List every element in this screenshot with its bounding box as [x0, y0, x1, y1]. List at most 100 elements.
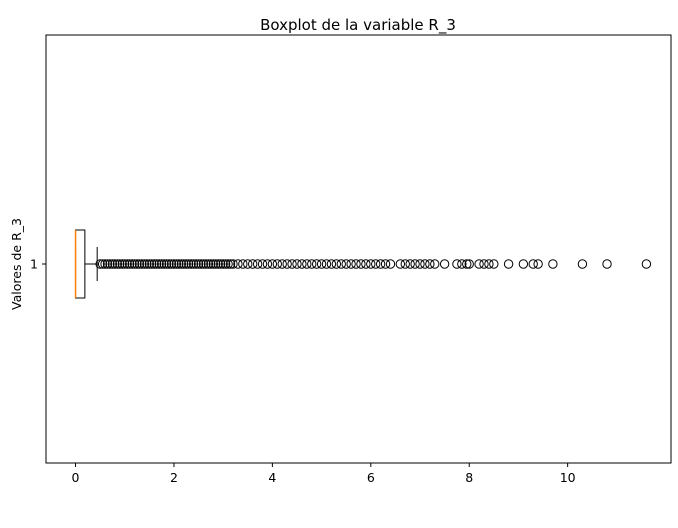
outlier-point	[252, 259, 263, 269]
y-axis-label: Valores de R_3	[9, 218, 24, 310]
x-tick-label: 0	[72, 470, 80, 485]
outlier-point	[316, 259, 327, 269]
outlier-point	[129, 259, 140, 269]
outlier-point	[533, 259, 543, 269]
outlier-point	[425, 259, 435, 269]
x-axis-ticks: 0 2 4 6 8 10	[72, 463, 576, 485]
x-tick-label: 2	[170, 470, 178, 485]
outlier-point	[430, 259, 440, 269]
outlier-point	[124, 259, 135, 269]
outlier-point	[144, 259, 155, 269]
plot-area	[74, 229, 652, 299]
outlier-point	[484, 259, 494, 269]
outlier-point	[474, 259, 484, 269]
x-tick-label: 6	[367, 470, 375, 485]
outlier-point	[577, 259, 588, 269]
outlier-point	[216, 259, 226, 269]
outlier-point	[127, 259, 137, 269]
outlier-point	[169, 259, 179, 269]
outlier-point	[184, 259, 194, 269]
outlier-point	[95, 259, 105, 269]
outlier-point	[326, 259, 337, 269]
outlier-point	[107, 259, 118, 269]
x-tick-label: 8	[465, 470, 473, 485]
outlier-point	[105, 259, 115, 269]
outlier-point	[213, 259, 223, 269]
outlier-point	[161, 259, 172, 269]
outlier-point	[321, 259, 332, 269]
outlier-point	[220, 259, 231, 269]
outlier-point	[489, 259, 499, 269]
outlier-point	[287, 259, 297, 269]
outlier-point	[203, 259, 214, 269]
outlier-point	[102, 259, 113, 269]
outlier-point	[137, 259, 147, 269]
outlier-point	[292, 259, 302, 269]
outlier-point	[361, 259, 371, 269]
outlier-point	[139, 259, 150, 269]
outlier-point	[452, 259, 462, 269]
outlier-point	[371, 259, 381, 269]
outlier-point	[395, 259, 406, 269]
outlier-point	[100, 259, 110, 269]
outlier-point	[410, 259, 420, 269]
outlier-point	[122, 259, 132, 269]
outlier-point	[548, 259, 558, 269]
outlier-point	[457, 259, 467, 269]
outlier-point	[164, 259, 174, 269]
outlier-point	[272, 259, 282, 269]
outlier-point	[198, 259, 209, 269]
outlier-point	[159, 259, 169, 269]
outlier-point	[134, 259, 145, 269]
outlier-point	[152, 259, 162, 269]
outlier-point	[380, 259, 391, 269]
outlier-point	[297, 259, 307, 269]
outlier-point	[120, 259, 130, 269]
outlier-point	[179, 259, 189, 269]
outlier-point	[233, 259, 243, 269]
outlier-point	[277, 259, 287, 269]
outlier-point	[641, 259, 652, 269]
outlier-point	[528, 259, 538, 269]
outlier-point	[257, 259, 268, 269]
outlier-point	[439, 259, 450, 269]
axes-frame	[45, 34, 672, 464]
outlier-point	[171, 259, 182, 269]
outlier-point	[366, 259, 376, 269]
outlier-point	[201, 259, 211, 269]
outlier-point	[188, 259, 199, 269]
outlier-point	[420, 259, 430, 269]
outlier-point	[225, 259, 236, 269]
outlier-point	[331, 259, 342, 269]
outlier-point	[97, 259, 108, 269]
outlier-point	[405, 259, 415, 269]
y-tick-label: 1	[30, 257, 38, 272]
outlier-point	[518, 259, 529, 269]
outlier-point	[464, 259, 474, 269]
outlier-point	[181, 259, 191, 269]
outlier-point	[186, 259, 196, 269]
outlier-point	[336, 259, 346, 269]
y-axis-ticks: 1	[30, 257, 46, 272]
outlier-point	[267, 259, 278, 269]
x-tick-label: 4	[268, 470, 276, 485]
outlier-point	[196, 259, 206, 269]
outlier-point	[223, 259, 233, 269]
outlier-point	[211, 259, 221, 269]
outlier-point	[351, 259, 361, 269]
outlier-point	[307, 259, 317, 269]
outlier-point	[375, 259, 386, 269]
outlier-point	[112, 259, 123, 269]
outlier-point	[346, 259, 356, 269]
outlier-point	[282, 259, 292, 269]
outlier-point	[208, 259, 219, 269]
outlier-point	[110, 259, 120, 269]
outlier-point	[218, 259, 228, 269]
outlier-point	[262, 259, 273, 269]
outlier-point	[115, 259, 125, 269]
outlier-point	[193, 259, 204, 269]
outlier-point	[166, 259, 177, 269]
outlier-point	[341, 259, 351, 269]
outlier-point	[228, 259, 238, 269]
